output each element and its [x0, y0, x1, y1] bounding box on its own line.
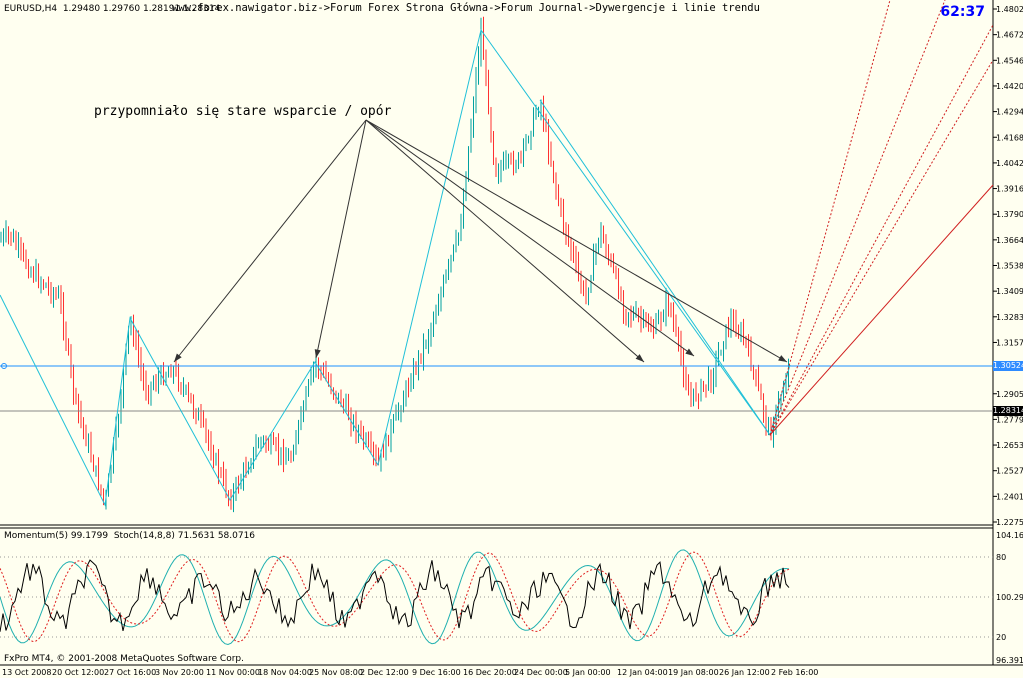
price-tick-label: 1.42945 — [996, 108, 1023, 117]
indicator-tick-label: 80 — [996, 553, 1006, 562]
stochastic-signal-line — [0, 551, 790, 643]
arrow-head — [174, 353, 182, 362]
price-tick-label: 1.46725 — [996, 31, 1023, 40]
annotation-arrow — [173, 119, 367, 363]
time-tick-label: 24 Dec 00:00 — [514, 668, 568, 677]
candlestick-series — [0, 16, 789, 513]
price-tick-label: 1.25270 — [996, 467, 1023, 476]
last-price-label: 1.28314 — [993, 406, 1023, 416]
arrow-head — [314, 349, 321, 358]
arrow-head — [685, 348, 694, 356]
fan-line-dashed — [769, 59, 994, 436]
annotation-arrow — [365, 119, 788, 363]
time-tick-label: 16 Dec 20:00 — [463, 668, 517, 677]
fan-line-dashed — [769, 0, 946, 436]
indicator-tick-label: 104.16 — [996, 531, 1023, 540]
price-tick-label: 1.39165 — [996, 185, 1023, 194]
stochastic-main-line — [0, 549, 790, 646]
time-tick-label: 20 Oct 12:00 — [52, 668, 104, 677]
price-tick-label: 1.35385 — [996, 262, 1023, 271]
arrow-head — [635, 354, 644, 362]
chart-annotation-text: przypomniało się stare wsparcie / opór — [94, 104, 392, 119]
time-tick-label: 9 Dec 16:00 — [412, 668, 461, 677]
price-tick-label: 1.31570 — [996, 338, 1023, 347]
fan-line-dashed — [769, 24, 994, 436]
time-tick-label: 11 Nov 00:00 — [206, 668, 260, 677]
indicator-axis: 104.16 80 100.2986 20 96.3912 — [996, 531, 1023, 665]
price-tick-label: 1.34090 — [996, 287, 1023, 296]
time-tick-label: 5 Jan 00:00 — [565, 668, 611, 677]
bid-price-label: 1.30524 — [993, 361, 1023, 371]
time-tick-label: 2 Feb 16:00 — [771, 668, 818, 677]
indicator-tick-label: 96.3912 — [996, 656, 1023, 665]
price-tick-label: 1.40425 — [996, 159, 1023, 168]
time-tick-label: 13 Oct 2008 — [2, 668, 51, 677]
chart-symbol-info: EURUSD,H4 1.29480 1.29760 1.28191 1.2831… — [4, 4, 221, 14]
price-tick-label: 1.22750 — [996, 518, 1023, 527]
price-tick-label: 1.37905 — [996, 210, 1023, 219]
price-tick-label: 1.44205 — [996, 82, 1023, 91]
line-handle — [1, 363, 7, 369]
price-tick-label: 1.41685 — [996, 133, 1023, 142]
price-tick-label: 1.26530 — [996, 441, 1023, 450]
time-tick-label: 25 Nov 08:00 — [309, 668, 363, 677]
time-tick-label: 27 Oct 16:00 — [104, 668, 156, 677]
annotation-arrow — [315, 119, 367, 359]
trendline — [539, 99, 771, 436]
time-tick-label: 18 Nov 04:00 — [258, 668, 312, 677]
price-tick-label: 1.32830 — [996, 313, 1023, 322]
price-tick-label: 1.45465 — [996, 56, 1023, 65]
time-tick-label: 3 Nov 20:00 — [155, 668, 204, 677]
time-tick-label: 19 Jan 08:00 — [668, 668, 719, 677]
indicator-pane — [0, 549, 993, 646]
fan-line — [769, 184, 994, 436]
time-axis: 13 Oct 2008 20 Oct 12:00 27 Oct 16:003 Nov… — [2, 668, 818, 677]
zigzag-line — [0, 28, 791, 507]
indicator-tick-label: 100.2986 — [996, 593, 1023, 602]
time-tick-label: 2 Dec 12:00 — [360, 668, 409, 677]
candle-countdown-clock: 62:37 — [940, 4, 985, 20]
price-tick-label: 1.27790 — [996, 415, 1023, 424]
price-tick-label: 1.48020 — [996, 5, 1023, 14]
price-tick-label: 1.36645 — [996, 236, 1023, 245]
fan-line-dashed — [769, 0, 891, 436]
trendline-overlays — [0, 0, 994, 507]
breadcrumb-text: www.forex.nawigator.biz->Forum Forex Str… — [172, 2, 760, 14]
arrow-head — [778, 355, 787, 362]
price-tick-label: 1.24010 — [996, 492, 1023, 501]
time-tick-label: 26 Jan 12:00 — [719, 668, 770, 677]
copyright-text: FxPro MT4, © 2001-2008 MetaQuotes Softwa… — [4, 654, 244, 664]
annotation-arrow — [365, 119, 645, 363]
indicator-tick-label: 20 — [996, 633, 1006, 642]
momentum-line — [0, 559, 790, 632]
price-tick-label: 1.29050 — [996, 390, 1023, 399]
time-tick-label: 12 Jan 04:00 — [617, 668, 668, 677]
annotation-arrow — [365, 119, 695, 357]
price-axis: 1.48020 1.46725 1.45465 1.44205 1.42945 1.416… — [993, 5, 1023, 527]
indicator-header: Momentum(5) 99.1799 Stoch(14,8,8) 71.563… — [4, 531, 256, 541]
